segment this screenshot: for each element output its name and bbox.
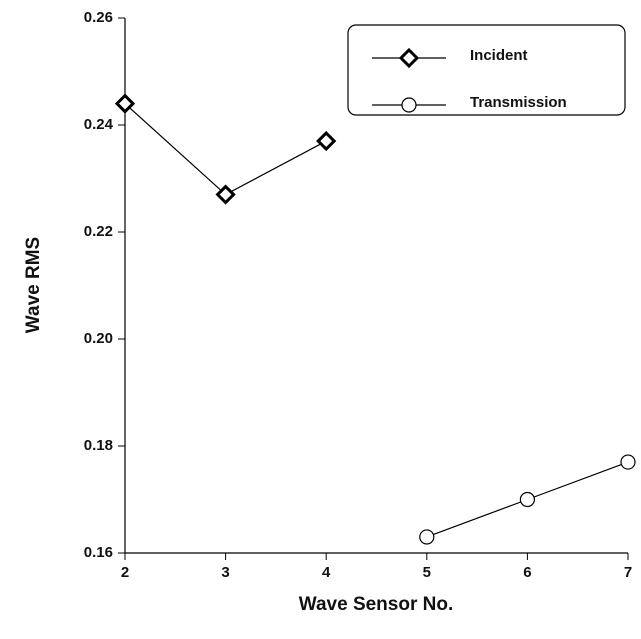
x-tick-label: 3	[221, 564, 229, 581]
marker	[519, 491, 536, 508]
marker	[398, 47, 420, 69]
legend-box	[347, 24, 626, 116]
x-axis-title: Wave Sensor No.	[299, 594, 454, 615]
y-axis-title: Wave RMS	[23, 237, 44, 333]
y-tick-label: 0.24	[84, 116, 114, 133]
marker	[114, 93, 136, 114]
x-tick-label: 5	[423, 564, 431, 581]
legend-label: Incident	[470, 47, 528, 64]
y-tick-label: 0.18	[84, 437, 113, 454]
legend-label: Transmission	[470, 94, 567, 111]
marker	[401, 97, 417, 113]
series-line	[124, 103, 327, 196]
x-tick-label: 2	[121, 564, 129, 581]
y-tick-label: 0.16	[84, 544, 113, 561]
x-tick-label: 7	[624, 564, 632, 581]
marker	[215, 184, 236, 205]
y-tick-label: 0.22	[84, 223, 113, 240]
y-tick-label: 0.26	[84, 9, 113, 26]
marker	[620, 454, 636, 470]
x-tick-label: 4	[322, 564, 331, 581]
y-tick-label: 0.20	[84, 330, 113, 347]
x-tick-label: 6	[523, 564, 531, 581]
marker	[419, 529, 435, 545]
marker	[316, 130, 337, 152]
